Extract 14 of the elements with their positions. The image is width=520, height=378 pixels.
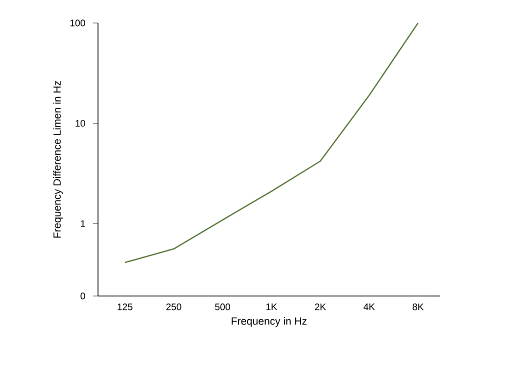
y-tick-label: 1	[80, 220, 86, 227]
x-tick-label: 1K	[266, 304, 278, 310]
y-tick-label: 10	[76, 120, 86, 127]
y-axis-title: Frequency Difference Limen in Hz	[53, 81, 63, 238]
x-axis-title: Frequency in Hz	[232, 317, 307, 327]
x-tick-label: 500	[215, 304, 230, 310]
x-tick-label: 8K	[412, 304, 424, 310]
x-tick-label: 250	[166, 304, 182, 310]
y-tick-label: 0	[80, 292, 86, 300]
x-tick-label: 4K	[364, 304, 375, 310]
x-tick-label: 125	[118, 304, 132, 310]
y-tick-label: 100	[70, 20, 86, 26]
x-tick-label: 2K	[314, 304, 326, 310]
line-series	[124, 22, 419, 264]
